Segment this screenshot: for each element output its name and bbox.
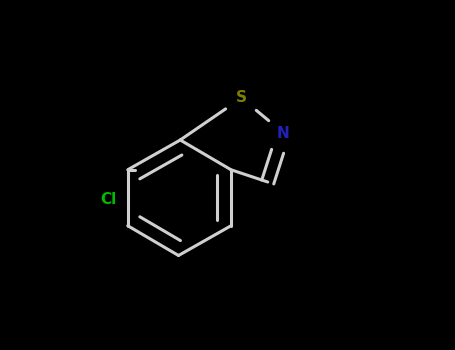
Text: S: S (236, 91, 247, 105)
Text: N: N (277, 126, 290, 140)
Text: Cl: Cl (101, 192, 116, 207)
